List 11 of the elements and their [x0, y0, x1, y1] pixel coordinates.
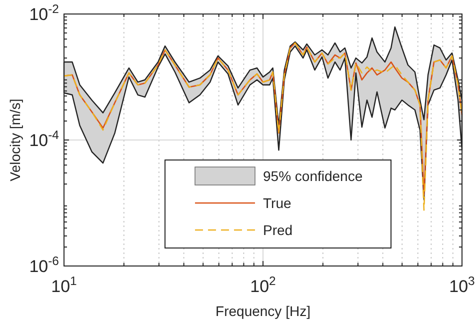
x-tick-label: 10$^{1}$	[51, 274, 78, 296]
legend-label: Pred	[263, 222, 293, 238]
y-tick-label: 10$^{-2}$	[29, 2, 60, 24]
x-axis-title: Frequency [Hz]	[216, 303, 310, 319]
y-axis-title: Velocity [m/s]	[7, 98, 23, 182]
y-tick-label: 10$^{-4}$	[29, 128, 60, 150]
annotation: 95% confidence	[263, 168, 363, 184]
x-tick-label: 10$^{3}$	[449, 274, 475, 296]
x-tick-label: 10$^{2}$	[250, 274, 276, 296]
y-tick-label: 10$^{-6}$	[29, 254, 60, 276]
legend-label: True	[263, 195, 292, 211]
